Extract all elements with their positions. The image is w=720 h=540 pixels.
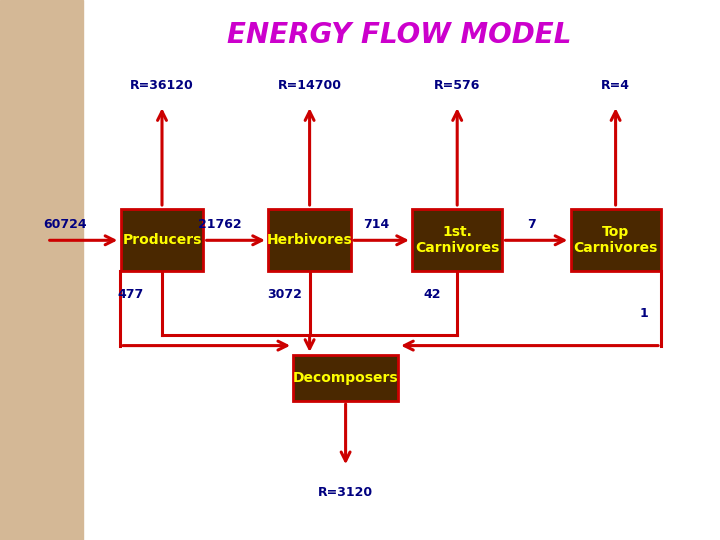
Text: 7: 7 <box>527 218 536 231</box>
Text: 477: 477 <box>118 288 144 301</box>
Text: Producers: Producers <box>122 233 202 247</box>
Text: R=3120: R=3120 <box>318 487 373 500</box>
Text: R=36120: R=36120 <box>130 79 194 92</box>
FancyBboxPatch shape <box>571 209 661 271</box>
FancyBboxPatch shape <box>268 209 351 271</box>
Text: Herbivores: Herbivores <box>266 233 353 247</box>
Text: 714: 714 <box>363 218 389 231</box>
Text: Decomposers: Decomposers <box>293 371 398 385</box>
Text: 21762: 21762 <box>198 218 241 231</box>
Text: 3072: 3072 <box>267 288 302 301</box>
Text: 1st.
Carnivores: 1st. Carnivores <box>415 225 500 255</box>
Text: R=14700: R=14700 <box>278 79 341 92</box>
Text: ENERGY FLOW MODEL: ENERGY FLOW MODEL <box>228 21 572 49</box>
FancyBboxPatch shape <box>412 209 503 271</box>
Text: R=576: R=576 <box>434 79 480 92</box>
Bar <box>0 0 83 540</box>
Text: 1: 1 <box>640 307 649 320</box>
FancyBboxPatch shape <box>121 209 204 271</box>
Text: Top
Carnivores: Top Carnivores <box>573 225 658 255</box>
Text: 60724: 60724 <box>43 218 86 231</box>
Text: 42: 42 <box>423 288 441 301</box>
Text: R=4: R=4 <box>601 79 630 92</box>
FancyBboxPatch shape <box>294 355 397 401</box>
